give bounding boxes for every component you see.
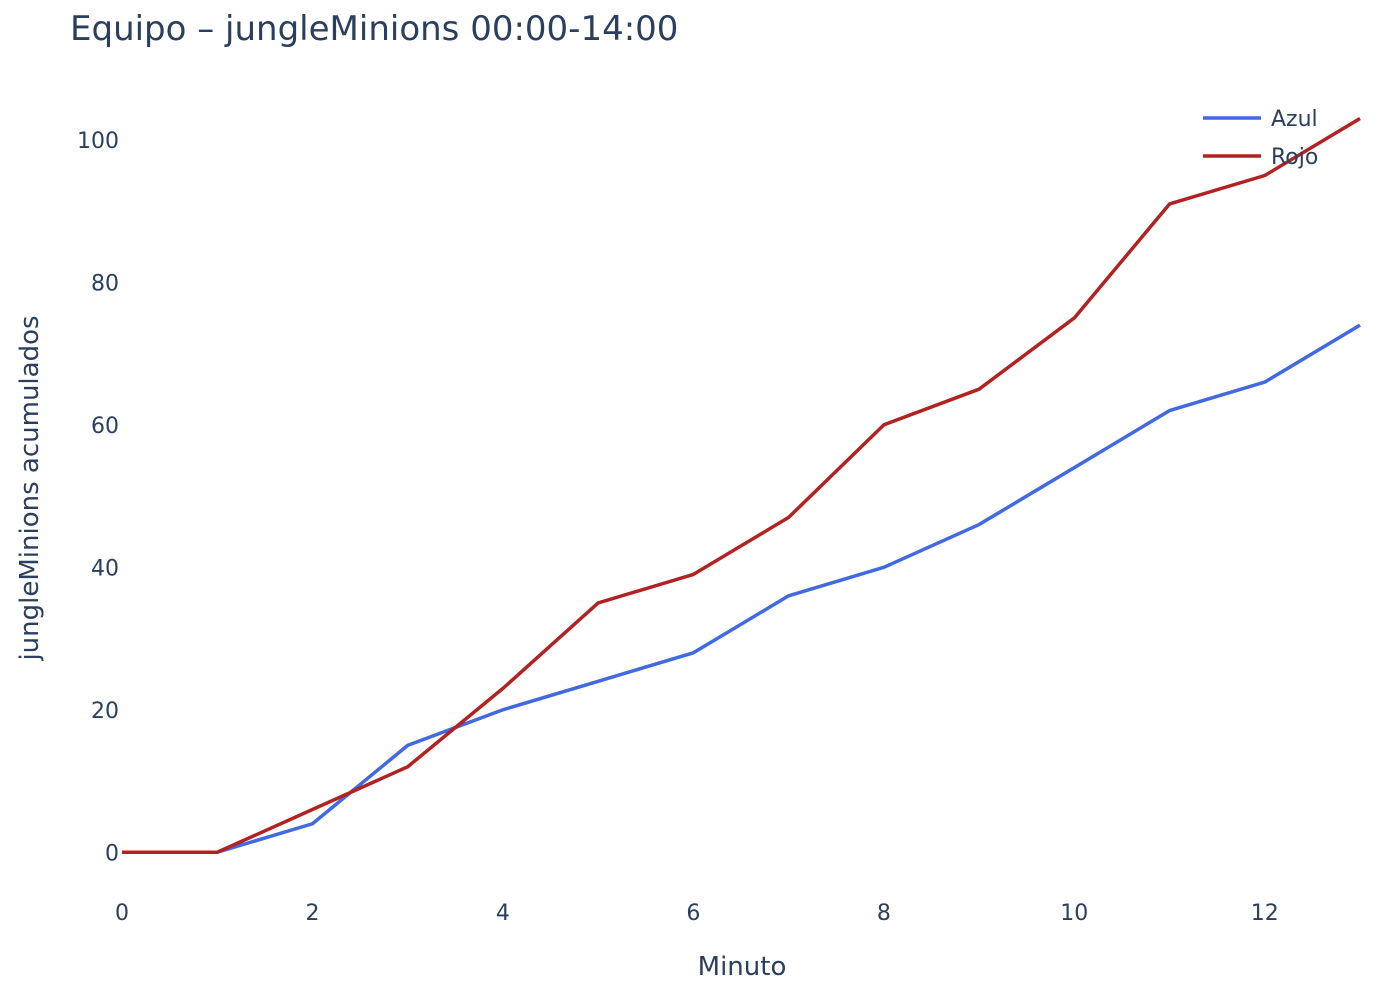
chart-title: Equipo – jungleMinions 00:00-14:00 — [70, 9, 678, 49]
legend-label: Rojo — [1271, 145, 1318, 170]
y-tick-label: 40 — [91, 556, 119, 581]
x-tick-label: 8 — [877, 901, 891, 926]
y-axis-ticks: 0 20 40 60 80 100 — [77, 129, 119, 866]
legend[interactable]: Azul Rojo — [1203, 107, 1318, 170]
y-tick-label: 60 — [91, 414, 119, 439]
series-line-rojo — [122, 116, 1361, 855]
x-tick-label: 2 — [305, 901, 319, 926]
legend-label: Azul — [1271, 107, 1318, 132]
x-axis-title: Minuto — [698, 952, 787, 982]
legend-item-rojo[interactable]: Rojo — [1203, 145, 1318, 170]
x-axis-ticks: 0 2 4 6 8 10 12 — [115, 901, 1279, 926]
y-tick-label: 100 — [77, 129, 119, 154]
series-line-azul — [122, 323, 1361, 855]
y-tick-label: 80 — [91, 271, 119, 296]
x-tick-label: 4 — [496, 901, 510, 926]
x-tick-label: 0 — [115, 901, 129, 926]
x-tick-label: 6 — [686, 901, 700, 926]
y-tick-label: 0 — [105, 841, 119, 866]
x-tick-label: 10 — [1060, 901, 1088, 926]
y-axis-title: jungleMinions acumulados — [15, 315, 45, 661]
series-lines — [122, 116, 1361, 855]
y-tick-label: 20 — [91, 699, 119, 724]
legend-item-azul[interactable]: Azul — [1203, 107, 1318, 132]
x-tick-label: 12 — [1251, 901, 1279, 926]
